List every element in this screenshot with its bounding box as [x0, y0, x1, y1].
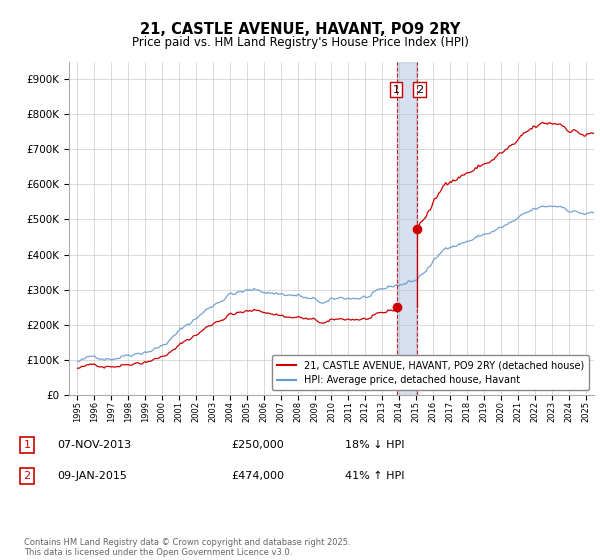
Text: 07-NOV-2013: 07-NOV-2013: [57, 440, 131, 450]
Text: 18% ↓ HPI: 18% ↓ HPI: [345, 440, 404, 450]
Text: Contains HM Land Registry data © Crown copyright and database right 2025.
This d: Contains HM Land Registry data © Crown c…: [24, 538, 350, 557]
Bar: [397, 62, 417, 395]
Legend: 21, CASTLE AVENUE, HAVANT, PO9 2RY (detached house), HPI: Average price, detache: 21, CASTLE AVENUE, HAVANT, PO9 2RY (deta…: [272, 356, 589, 390]
Text: £474,000: £474,000: [231, 471, 284, 481]
Text: 1: 1: [392, 85, 400, 95]
Text: 2: 2: [23, 471, 31, 481]
Text: 2: 2: [416, 85, 423, 95]
Text: £250,000: £250,000: [231, 440, 284, 450]
Text: 1: 1: [23, 440, 31, 450]
Text: 21, CASTLE AVENUE, HAVANT, PO9 2RY: 21, CASTLE AVENUE, HAVANT, PO9 2RY: [140, 22, 460, 38]
Text: Price paid vs. HM Land Registry's House Price Index (HPI): Price paid vs. HM Land Registry's House …: [131, 36, 469, 49]
Text: 41% ↑ HPI: 41% ↑ HPI: [345, 471, 404, 481]
Text: 09-JAN-2015: 09-JAN-2015: [57, 471, 127, 481]
